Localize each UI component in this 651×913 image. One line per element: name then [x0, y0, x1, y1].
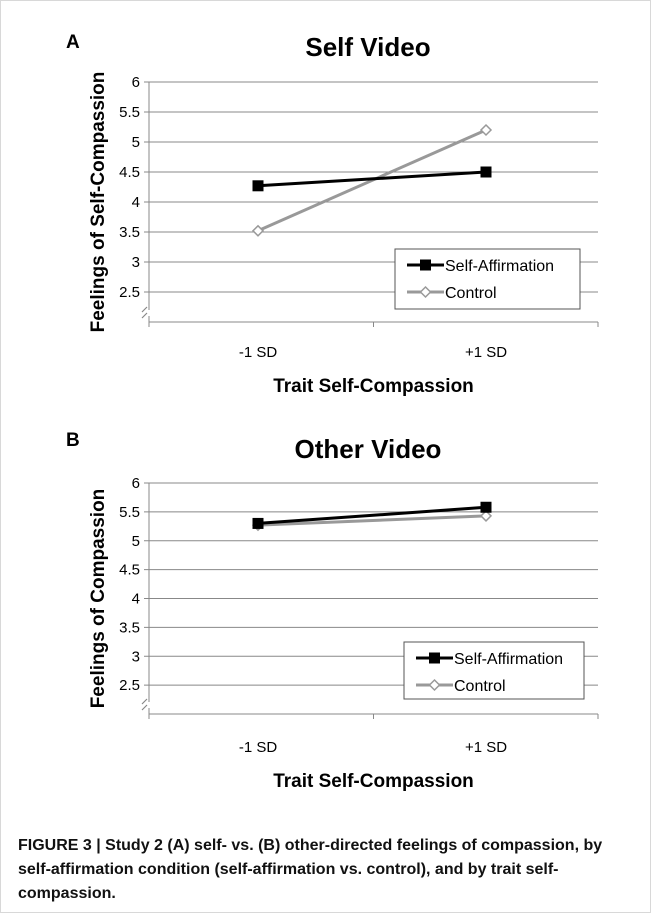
y-tick-label: 5 — [132, 533, 140, 550]
legend-label: Control — [445, 285, 497, 302]
caption-label: FIGURE 3 | — [18, 837, 106, 854]
chart-title: Self Video — [305, 32, 430, 62]
panel-letter: A — [66, 32, 80, 53]
y-tick-label: 3.5 — [119, 619, 140, 636]
series-line-control — [257, 514, 487, 527]
legend-box — [394, 248, 581, 310]
x-axis-title: Trait Self-Compassion — [273, 376, 474, 397]
legend: Self-Affirmation Control — [394, 248, 581, 310]
figure-caption: FIGURE 3 | Study 2 (A) self- vs. (B) oth… — [18, 834, 633, 906]
axis-break-mark — [141, 306, 148, 319]
y-tick-label: 4.5 — [119, 562, 140, 579]
legend-marker — [428, 678, 441, 692]
x-tick-label: +1 SD — [465, 344, 507, 361]
data-point-control — [479, 123, 493, 137]
legend-label: Self-Affirmation — [454, 651, 563, 668]
y-tick-label: 3 — [132, 648, 140, 665]
y-tick-label: 5.5 — [119, 504, 140, 521]
x-axis-title: Trait Self-Compassion — [273, 771, 474, 792]
y-tick-label: 6 — [132, 475, 140, 492]
chart-panel-a: A Self Video 2.5 3 3.5 4 4.5 5 5.5 6 -1 SD +1 SD Tra… — [66, 32, 599, 397]
x-tick-label: -1 SD — [239, 739, 278, 756]
legend-label: Control — [454, 678, 506, 695]
data-point-self-affirmation — [480, 501, 492, 513]
series-line-self-affirmation — [257, 505, 487, 525]
y-tick-label: 2.5 — [119, 677, 140, 694]
legend-marker — [419, 285, 432, 299]
data-point-control — [251, 224, 265, 237]
data-point-control — [479, 509, 493, 522]
axis-break-mark — [141, 698, 148, 711]
y-tick-label: 3 — [132, 254, 140, 271]
legend: Self-Affirmation Control — [403, 641, 585, 700]
y-tick-label: 4.5 — [119, 164, 140, 181]
caption-text: Study 2 (A) self- vs. (B) other-directed… — [18, 837, 603, 902]
legend-marker — [420, 259, 431, 271]
legend-marker — [429, 652, 440, 664]
data-point-self-affirmation — [252, 180, 264, 192]
y-tick-label: 5.5 — [119, 104, 140, 121]
axis-break-gap — [142, 310, 156, 316]
legend-label: Self-Affirmation — [445, 258, 554, 275]
y-tick-label: 3.5 — [119, 224, 140, 241]
chart-title: Other Video — [295, 434, 442, 464]
chart-panel-b: B Other Video 2.5 3 3.5 4 4.5 5 5.5 6 -1 SD +1 SD Tr… — [66, 430, 599, 792]
y-axis-title: Feelings of Compassion — [88, 489, 109, 709]
x-tick-label: +1 SD — [465, 739, 507, 756]
data-point-self-affirmation — [480, 166, 492, 178]
y-tick-label: 4 — [132, 591, 140, 608]
y-tick-label: 6 — [132, 74, 140, 91]
y-tick-label: 4 — [132, 194, 140, 211]
y-tick-label: 2.5 — [119, 284, 140, 301]
y-tick-label: 5 — [132, 134, 140, 151]
x-tick-label: -1 SD — [239, 344, 278, 361]
data-point-self-affirmation — [252, 517, 264, 529]
series-line-self-affirmation — [257, 170, 487, 188]
y-axis-title: Feelings of Self-Compassion — [88, 72, 109, 333]
axis-break-gap — [142, 702, 156, 708]
figure-canvas: A Self Video 2.5 3 3.5 4 4.5 5 5.5 6 -1 SD +1 SD Tra… — [66, 32, 599, 792]
panel-letter: B — [66, 430, 80, 451]
